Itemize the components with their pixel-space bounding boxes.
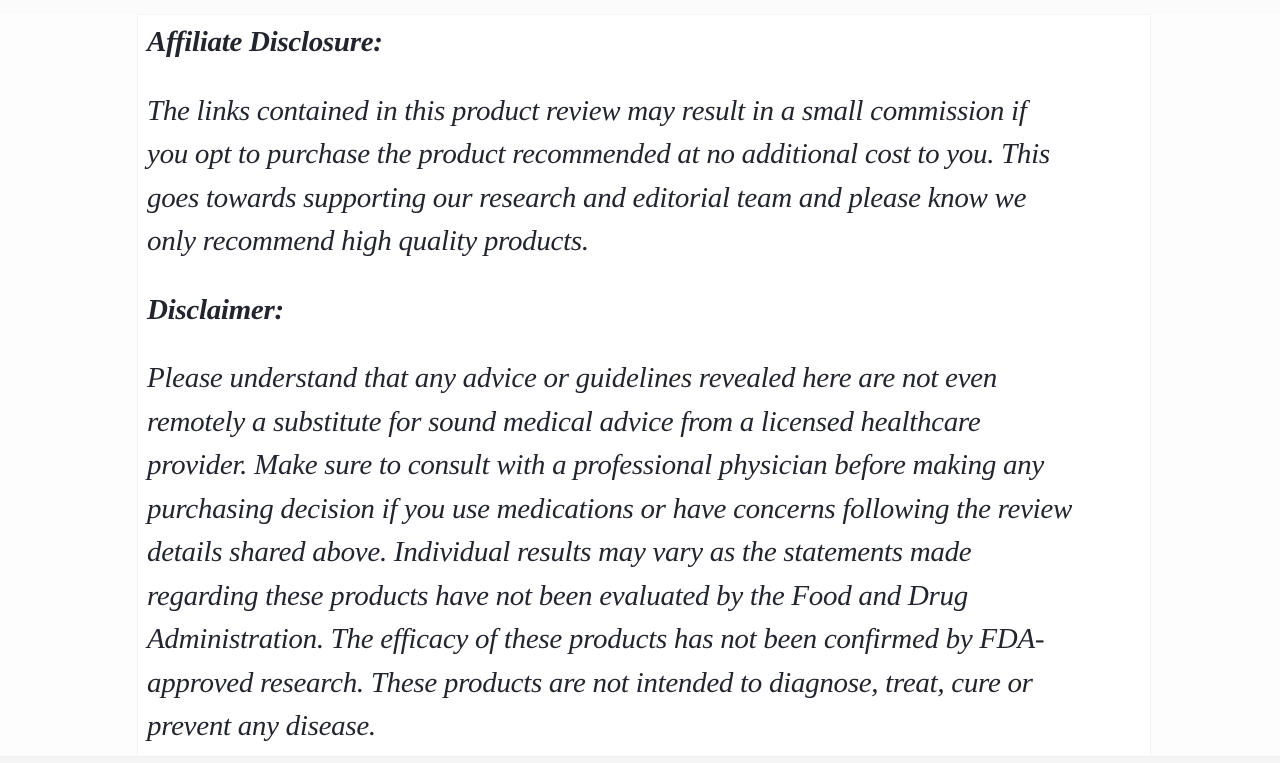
text-line: The links contained in this product revi… [147,94,1027,127]
section-heading: Disclaimer: [147,293,284,326]
text-line: provider. Make sure to consult with a pr… [147,449,1044,481]
article-card: Affiliate Disclosure: The links contained… [137,14,1151,756]
text-line: you opt to purchase the product recommen… [147,138,1050,170]
text-line: remotely a substitute for sound medical … [147,405,981,438]
page-top-strip [0,0,1280,14]
text-line: goes towards supporting our research and… [147,181,1027,214]
text-line: Administration. The efficacy of these pr… [147,623,1045,655]
text-line: Please understand that any advice or gui… [147,362,997,394]
text-line: details shared above. Individual results… [147,536,972,568]
section-heading: Affiliate Disclosure: [147,26,383,58]
text-line: approved research. These products are no… [147,666,1033,699]
text-line: regarding these products have not been e… [147,579,968,612]
section-paragraph: The links contained in this product revi… [147,90,1150,264]
article-content: Affiliate Disclosure: The links contained… [138,15,1150,749]
text-line: purchasing decision if you use medicatio… [147,492,1073,525]
page-bottom-strip [0,756,1280,763]
text-line: only recommend high quality products. [147,225,589,257]
section-paragraph: Please understand that any advice or gui… [147,357,1150,749]
text-line: prevent any disease. [147,710,376,742]
